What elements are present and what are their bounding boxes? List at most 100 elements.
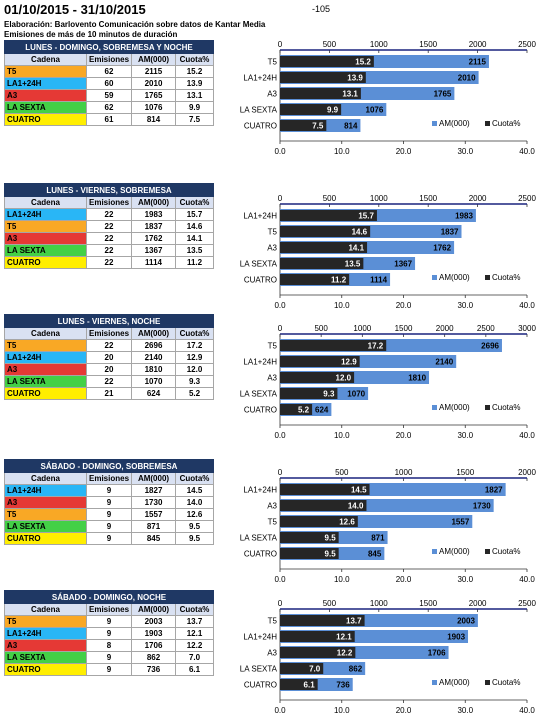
am-value-label: 1765 xyxy=(434,90,452,99)
am-value-label: 1810 xyxy=(408,374,426,383)
category-label: A3 xyxy=(267,649,277,658)
emisiones-cell: 61 xyxy=(85,113,133,126)
top-axis-label: 1500 xyxy=(419,599,437,608)
am-cell: 1765 xyxy=(131,89,177,102)
legend-swatch-cuota xyxy=(485,275,490,280)
data-table: LUNES - VIERNES, NOCHE Cadena Emisiones AM(… xyxy=(3,314,215,400)
table-title-row: SÁBADO - DOMINGO, NOCHE xyxy=(3,590,215,604)
legend-label-am: AM(000) xyxy=(439,273,470,282)
channel-cell: T5 xyxy=(4,615,87,628)
emisiones-cell: 9 xyxy=(85,508,133,521)
legend-swatch-am xyxy=(432,405,437,410)
table-row: CUATRO 9 736 6.1 xyxy=(4,663,215,676)
channel-cell: LA SEXTA xyxy=(4,651,87,664)
table-row: A3 22 1762 14.1 xyxy=(4,232,215,245)
table-row: LA SEXTA 22 1070 9.3 xyxy=(4,375,215,388)
bar-chart: 0 500 1000 1500 2000 2500 0.0 10.0 20.0 30.0 40.0 T… xyxy=(240,599,537,715)
table-row: T5 22 1837 14.6 xyxy=(4,220,215,233)
am-value-label: 736 xyxy=(336,681,350,690)
top-axis-label: 2000 xyxy=(469,194,487,203)
top-axis-label: 3000 xyxy=(518,324,536,333)
am-value-label: 1983 xyxy=(455,212,473,221)
table-row: T5 62 2115 15.2 xyxy=(4,65,215,78)
cuota-bar xyxy=(280,372,355,383)
column-header: Cuota% xyxy=(175,196,215,209)
column-header: Cadena xyxy=(4,472,87,485)
am-value-label: 871 xyxy=(371,534,385,543)
cuota-bar xyxy=(280,356,360,367)
am-value-label: 624 xyxy=(315,406,329,415)
table-title-row: LUNES - VIERNES, SOBREMESA xyxy=(3,183,215,197)
column-header: Emisiones xyxy=(85,472,133,485)
category-label: LA1+24H xyxy=(243,486,277,495)
category-label: A3 xyxy=(267,502,277,511)
cuota-cell: 12.2 xyxy=(175,639,215,652)
table-row: A3 20 1810 12.0 xyxy=(4,363,215,376)
bottom-axis-label: 10.0 xyxy=(334,147,350,156)
channel-cell: CUATRO xyxy=(4,387,87,400)
cuota-value-label: 14.0 xyxy=(348,502,364,511)
cuota-value-label: 9.5 xyxy=(325,534,337,543)
top-axis-label: 2000 xyxy=(469,40,487,49)
legend-swatch-am xyxy=(432,549,437,554)
column-header: Cadena xyxy=(4,603,87,616)
bottom-axis-label: 40.0 xyxy=(519,301,535,310)
cuota-value-label: 17.2 xyxy=(368,342,384,351)
category-label: CUATRO xyxy=(244,406,277,415)
cuota-cell: 14.1 xyxy=(175,232,215,245)
cuota-bar xyxy=(280,516,358,527)
legend-label-am: AM(000) xyxy=(439,403,470,412)
top-axis-label: 500 xyxy=(323,40,337,49)
cuota-bar xyxy=(280,242,368,253)
table-title: LUNES - DOMINGO, SOBREMESA Y NOCHE xyxy=(3,40,215,54)
table-row: LA1+24H 9 1827 14.5 xyxy=(4,484,215,497)
cuota-bar xyxy=(280,615,365,626)
column-header: AM(000) xyxy=(131,327,177,340)
column-header: Cadena xyxy=(4,327,87,340)
column-header: Cadena xyxy=(4,196,87,209)
cuota-value-label: 9.3 xyxy=(323,390,335,399)
emisiones-cell: 59 xyxy=(85,89,133,102)
cuota-cell: 12.9 xyxy=(175,351,215,364)
legend-label-am: AM(000) xyxy=(439,119,470,128)
top-axis-label: 0 xyxy=(278,324,283,333)
cuota-value-label: 13.5 xyxy=(345,260,361,269)
am-cell: 845 xyxy=(131,532,177,545)
legend-label-am: AM(000) xyxy=(439,547,470,556)
channel-cell: LA1+24H xyxy=(4,208,87,221)
am-cell: 2010 xyxy=(131,77,177,90)
cuota-cell: 12.0 xyxy=(175,363,215,376)
channel-cell: CUATRO xyxy=(4,663,87,676)
category-label: LA1+24H xyxy=(243,633,277,642)
channel-cell: T5 xyxy=(4,339,87,352)
am-value-label: 2115 xyxy=(469,58,487,67)
channel-cell: A3 xyxy=(4,89,87,102)
emisiones-cell: 9 xyxy=(85,615,133,628)
cuota-value-label: 12.0 xyxy=(336,374,352,383)
top-axis-label: 2000 xyxy=(469,599,487,608)
data-table: SÁBADO - DOMINGO, SOBREMESA Cadena Emision… xyxy=(3,459,215,545)
am-cell: 1837 xyxy=(131,220,177,233)
cuota-cell: 14.6 xyxy=(175,220,215,233)
top-axis-label: 1500 xyxy=(456,468,474,477)
top-axis-label: 2500 xyxy=(518,40,536,49)
channel-cell: LA1+24H xyxy=(4,77,87,90)
legend-label-cuota: Cuota% xyxy=(492,273,520,282)
cuota-bar xyxy=(280,258,364,269)
report-title: 01/10/2015 - 31/10/2015 xyxy=(4,2,146,17)
table-row: CUATRO 61 814 7.5 xyxy=(4,113,215,126)
emisiones-cell: 9 xyxy=(85,651,133,664)
column-header: Cadena xyxy=(4,53,87,66)
am-cell: 871 xyxy=(131,520,177,533)
cuota-bar xyxy=(280,532,339,543)
cuota-cell: 6.1 xyxy=(175,663,215,676)
am-cell: 2115 xyxy=(131,65,177,78)
cuota-bar xyxy=(280,484,370,495)
emisiones-cell: 9 xyxy=(85,627,133,640)
bottom-axis-label: 30.0 xyxy=(457,301,473,310)
top-axis-label: 0 xyxy=(278,40,283,49)
legend-swatch-cuota xyxy=(485,121,490,126)
top-axis-label: 0 xyxy=(278,468,283,477)
column-header-row: Cadena Emisiones AM(000) Cuota% xyxy=(4,472,215,485)
cuota-value-label: 14.6 xyxy=(352,228,368,237)
